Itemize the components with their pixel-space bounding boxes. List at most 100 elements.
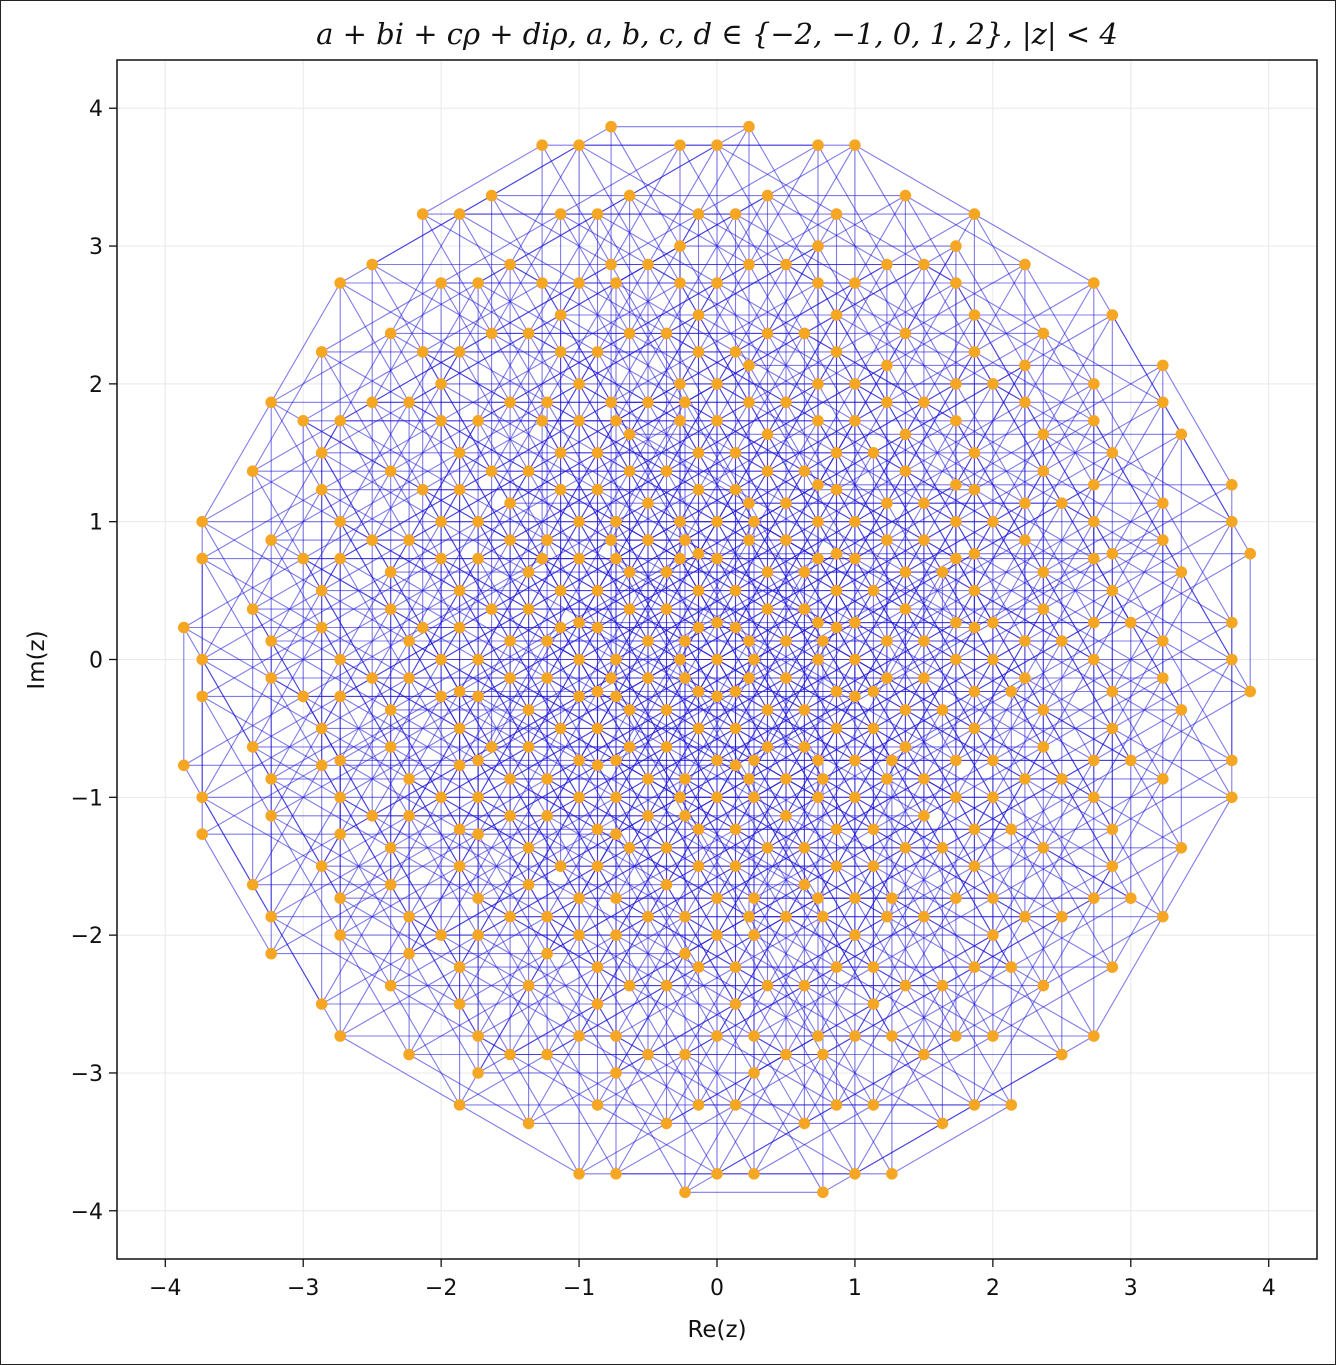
data-point xyxy=(849,754,861,767)
edge-line xyxy=(753,797,824,917)
data-point xyxy=(366,534,379,546)
data-point xyxy=(334,791,347,804)
data-point xyxy=(987,754,999,767)
data-point xyxy=(384,842,397,854)
edge-line xyxy=(941,985,1012,1106)
edge-line xyxy=(684,815,805,886)
y-tick-label: −4 xyxy=(71,1200,103,1225)
edge-line xyxy=(904,195,975,316)
data-point xyxy=(334,754,347,767)
edge-line xyxy=(753,1072,824,1193)
edge-line xyxy=(684,778,755,899)
data-point xyxy=(729,1099,742,1111)
data-point xyxy=(504,534,516,546)
data-point xyxy=(1175,842,1188,854)
edge-line xyxy=(974,553,1095,624)
edge-line xyxy=(270,815,341,936)
data-point xyxy=(642,635,654,647)
edge-line xyxy=(408,640,529,711)
data-point xyxy=(265,534,278,546)
data-point xyxy=(1106,961,1119,973)
data-point xyxy=(522,741,535,753)
data-point xyxy=(936,842,949,854)
data-point xyxy=(384,704,397,716)
data-point xyxy=(1037,566,1050,578)
data-point xyxy=(711,754,723,767)
chart-title: a + bi + cρ + diρ, a, b, c, d ∈ {−2, −1,… xyxy=(316,17,1118,51)
edge-line xyxy=(735,966,856,1037)
data-point xyxy=(918,672,930,684)
edge-line xyxy=(422,144,543,215)
data-point xyxy=(334,828,347,840)
data-point xyxy=(867,1099,880,1111)
data-point xyxy=(605,120,617,133)
data-point xyxy=(610,754,622,767)
edge-line xyxy=(1043,332,1164,403)
data-point xyxy=(918,635,930,647)
edge-line xyxy=(992,691,1113,761)
data-point xyxy=(384,566,397,578)
edge-line xyxy=(1024,264,1095,385)
edge-line xyxy=(270,778,341,899)
data-point xyxy=(246,878,259,891)
data-point xyxy=(660,704,673,716)
edge-line xyxy=(408,1054,529,1124)
data-point xyxy=(849,616,861,629)
data-point xyxy=(692,621,705,634)
edge-line xyxy=(440,213,561,284)
data-point xyxy=(711,139,723,151)
data-point xyxy=(1088,1030,1100,1042)
data-point xyxy=(642,910,654,923)
data-point xyxy=(591,685,604,698)
edge-line xyxy=(873,727,994,798)
edge-line xyxy=(1180,571,1251,692)
edge-line xyxy=(615,934,686,1055)
edge-line xyxy=(735,691,856,761)
edge-line xyxy=(735,144,856,215)
data-point xyxy=(950,892,962,904)
edge-line xyxy=(992,622,1113,692)
data-point xyxy=(830,1099,843,1111)
edge-line xyxy=(804,571,925,642)
edge-line xyxy=(684,402,755,522)
data-points xyxy=(178,120,1256,1199)
data-point xyxy=(573,515,585,528)
edge-line xyxy=(684,1072,755,1193)
data-point xyxy=(623,704,636,716)
data-point xyxy=(1019,534,1031,546)
edge-line xyxy=(477,420,598,491)
edge-line xyxy=(270,778,391,849)
data-point xyxy=(536,277,548,289)
edge-line xyxy=(477,558,548,679)
x-tick-label: −4 xyxy=(149,1276,181,1301)
edge-line xyxy=(1112,452,1233,523)
data-point xyxy=(743,120,755,133)
edge-line xyxy=(1061,640,1132,761)
data-point xyxy=(591,961,604,973)
edge-line xyxy=(1061,640,1182,711)
data-point xyxy=(812,1030,824,1042)
edge-line xyxy=(339,778,410,899)
data-point xyxy=(711,1030,723,1042)
data-point xyxy=(623,189,636,202)
edge-line xyxy=(546,815,667,886)
edge-line xyxy=(578,383,699,454)
x-tick-label: 0 xyxy=(710,1276,724,1301)
data-point xyxy=(573,277,585,289)
data-point xyxy=(541,635,553,647)
data-point xyxy=(950,240,962,252)
data-point xyxy=(899,979,912,992)
edge-line xyxy=(339,539,410,660)
edge-line xyxy=(753,659,824,780)
data-point xyxy=(453,823,466,836)
x-tick-label: 4 xyxy=(1262,1276,1276,1301)
edge-line xyxy=(477,778,548,899)
data-point xyxy=(610,828,622,840)
data-point xyxy=(968,1099,981,1111)
edge-line xyxy=(339,420,460,491)
data-point xyxy=(642,497,654,510)
data-point xyxy=(472,552,484,565)
edge-line xyxy=(942,571,1063,642)
data-point xyxy=(610,1168,622,1180)
data-point xyxy=(899,704,912,716)
